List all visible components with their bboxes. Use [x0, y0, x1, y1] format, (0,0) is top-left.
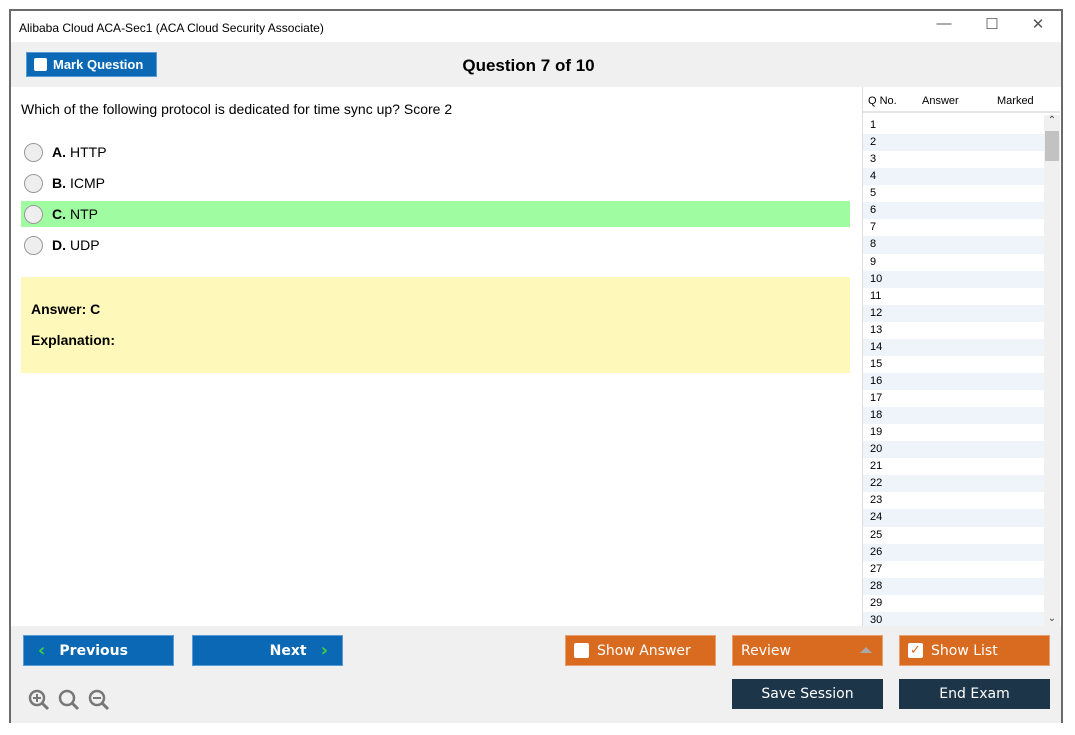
question-list-row[interactable]: 7 — [870, 221, 877, 234]
caret-up-icon — [860, 647, 872, 653]
question-list-row[interactable]: 4 — [863, 168, 1045, 186]
option-letter: A. — [52, 144, 66, 160]
question-list-row[interactable]: 12 — [863, 304, 1045, 322]
scroll-down-icon[interactable]: ⌄ — [1047, 613, 1057, 624]
question-list-row[interactable]: 6 — [863, 202, 1045, 220]
option-text: NTP — [70, 206, 98, 222]
zoom-in-icon[interactable] — [27, 688, 51, 712]
question-list: Q No. Answer Marked 1 2 3 4 5 6 7 8 9 10 11 12 13 14 1… — [862, 87, 1060, 629]
question-list-row[interactable]: 11 — [870, 289, 882, 302]
option-text: UDP — [70, 237, 100, 253]
bottom-bar: ‹ Previous Next › Show Answer Review ✓ S… — [11, 626, 1061, 723]
radio-button[interactable] — [24, 204, 43, 224]
question-list-row[interactable]: 26 — [863, 543, 1045, 561]
option-text: ICMP — [70, 175, 105, 191]
question-title: Question 7 of 10 — [462, 56, 595, 75]
question-list-row[interactable]: 30 — [863, 611, 1045, 629]
mark-question-button[interactable]: Mark Question — [26, 52, 157, 77]
question-list-row[interactable]: 13 — [870, 323, 883, 336]
question-list-row[interactable]: 15 — [870, 357, 883, 370]
question-list-row[interactable]: 24 — [863, 509, 1045, 527]
question-list-row[interactable]: 8 — [863, 236, 1045, 254]
show-answer-button[interactable]: Show Answer — [565, 635, 716, 666]
question-text: Which of the following protocol is dedic… — [21, 101, 453, 117]
question-list-row[interactable]: 5 — [870, 187, 877, 200]
question-list-row[interactable]: 25 — [870, 528, 883, 541]
maximize-icon[interactable]: ☐ — [985, 16, 999, 33]
zoom-out-icon[interactable] — [87, 688, 111, 712]
option-d[interactable]: D. UDP — [21, 232, 850, 258]
scroll-up-icon[interactable]: ⌃ — [1047, 115, 1057, 126]
question-list-row[interactable]: 16 — [863, 372, 1045, 390]
scrollbar-thumb[interactable] — [1045, 131, 1059, 161]
review-label: Review — [741, 642, 791, 659]
question-list-row[interactable]: 23 — [870, 494, 883, 507]
window-title: Alibaba Cloud ACA-Sec1 (ACA Cloud Securi… — [19, 21, 324, 35]
radio-button[interactable] — [24, 142, 43, 162]
previous-button[interactable]: ‹ Previous — [23, 635, 174, 666]
question-list-row[interactable]: 29 — [870, 596, 883, 609]
question-list-row[interactable]: 22 — [863, 475, 1045, 493]
option-text: HTTP — [70, 144, 107, 160]
close-icon[interactable]: ✕ — [1031, 16, 1045, 33]
next-button[interactable]: Next › — [192, 635, 343, 666]
checkbox-checked-icon: ✓ — [908, 643, 923, 658]
review-dropdown[interactable]: Review — [732, 635, 883, 666]
toolbar: Mark Question Question 7 of 10 — [11, 42, 1061, 87]
question-list-row[interactable]: 17 — [870, 392, 883, 404]
question-list-row[interactable]: 21 — [870, 460, 883, 473]
question-list-row[interactable]: 28 — [863, 577, 1045, 595]
checkbox-icon — [34, 58, 47, 71]
question-list-row[interactable]: 9 — [870, 255, 877, 268]
show-list-button[interactable]: ✓ Show List — [899, 635, 1050, 666]
previous-label: Previous — [59, 642, 128, 659]
next-label: Next — [269, 642, 307, 659]
mark-question-label: Mark Question — [53, 57, 144, 72]
option-letter: D. — [52, 237, 66, 253]
question-list-row[interactable]: 27 — [870, 562, 883, 575]
question-list-row[interactable]: 14 — [863, 338, 1045, 356]
question-list-row[interactable]: 3 — [870, 153, 877, 166]
chevron-right-icon: › — [320, 640, 328, 661]
zoom-reset-icon[interactable] — [57, 688, 81, 712]
answer-panel: Answer: C Explanation: — [21, 277, 850, 373]
scrollbar[interactable]: ⌃ ⌄ — [1044, 115, 1060, 626]
answer-text: Answer: C — [31, 301, 101, 317]
checkbox-icon — [574, 643, 589, 658]
exam-window: Alibaba Cloud ACA-Sec1 (ACA Cloud Securi… — [9, 9, 1063, 723]
option-letter: B. — [52, 175, 66, 191]
question-pane: Which of the following protocol is dedic… — [11, 87, 861, 626]
option-a[interactable]: A. HTTP — [21, 139, 850, 165]
end-exam-button[interactable]: End Exam — [899, 679, 1050, 709]
option-b[interactable]: B. ICMP — [21, 170, 850, 196]
chevron-left-icon: ‹ — [38, 640, 46, 661]
question-list-row[interactable]: 18 — [863, 407, 1045, 425]
question-list-header: Q No. Answer Marked — [863, 87, 1060, 113]
option-c[interactable]: C. NTP — [21, 201, 850, 227]
question-list-row[interactable]: 2 — [863, 134, 1045, 152]
show-answer-label: Show Answer — [597, 642, 691, 659]
question-list-row[interactable]: 1 — [870, 119, 877, 131]
show-list-label: Show List — [931, 642, 998, 659]
question-list-row[interactable]: 10 — [863, 270, 1045, 288]
title-bar: Alibaba Cloud ACA-Sec1 (ACA Cloud Securi… — [11, 11, 1061, 42]
question-list-row[interactable]: 19 — [870, 426, 883, 439]
header-answer: Answer — [922, 95, 959, 107]
radio-button[interactable] — [24, 173, 43, 193]
question-list-row[interactable]: 20 — [863, 441, 1045, 459]
header-marked: Marked — [997, 95, 1034, 107]
save-session-button[interactable]: Save Session — [732, 679, 883, 709]
header-qno: Q No. — [868, 95, 897, 107]
option-letter: C. — [52, 206, 66, 222]
minimize-icon[interactable]: — — [936, 15, 952, 32]
explanation-label: Explanation: — [31, 332, 116, 348]
radio-button[interactable] — [24, 235, 43, 255]
